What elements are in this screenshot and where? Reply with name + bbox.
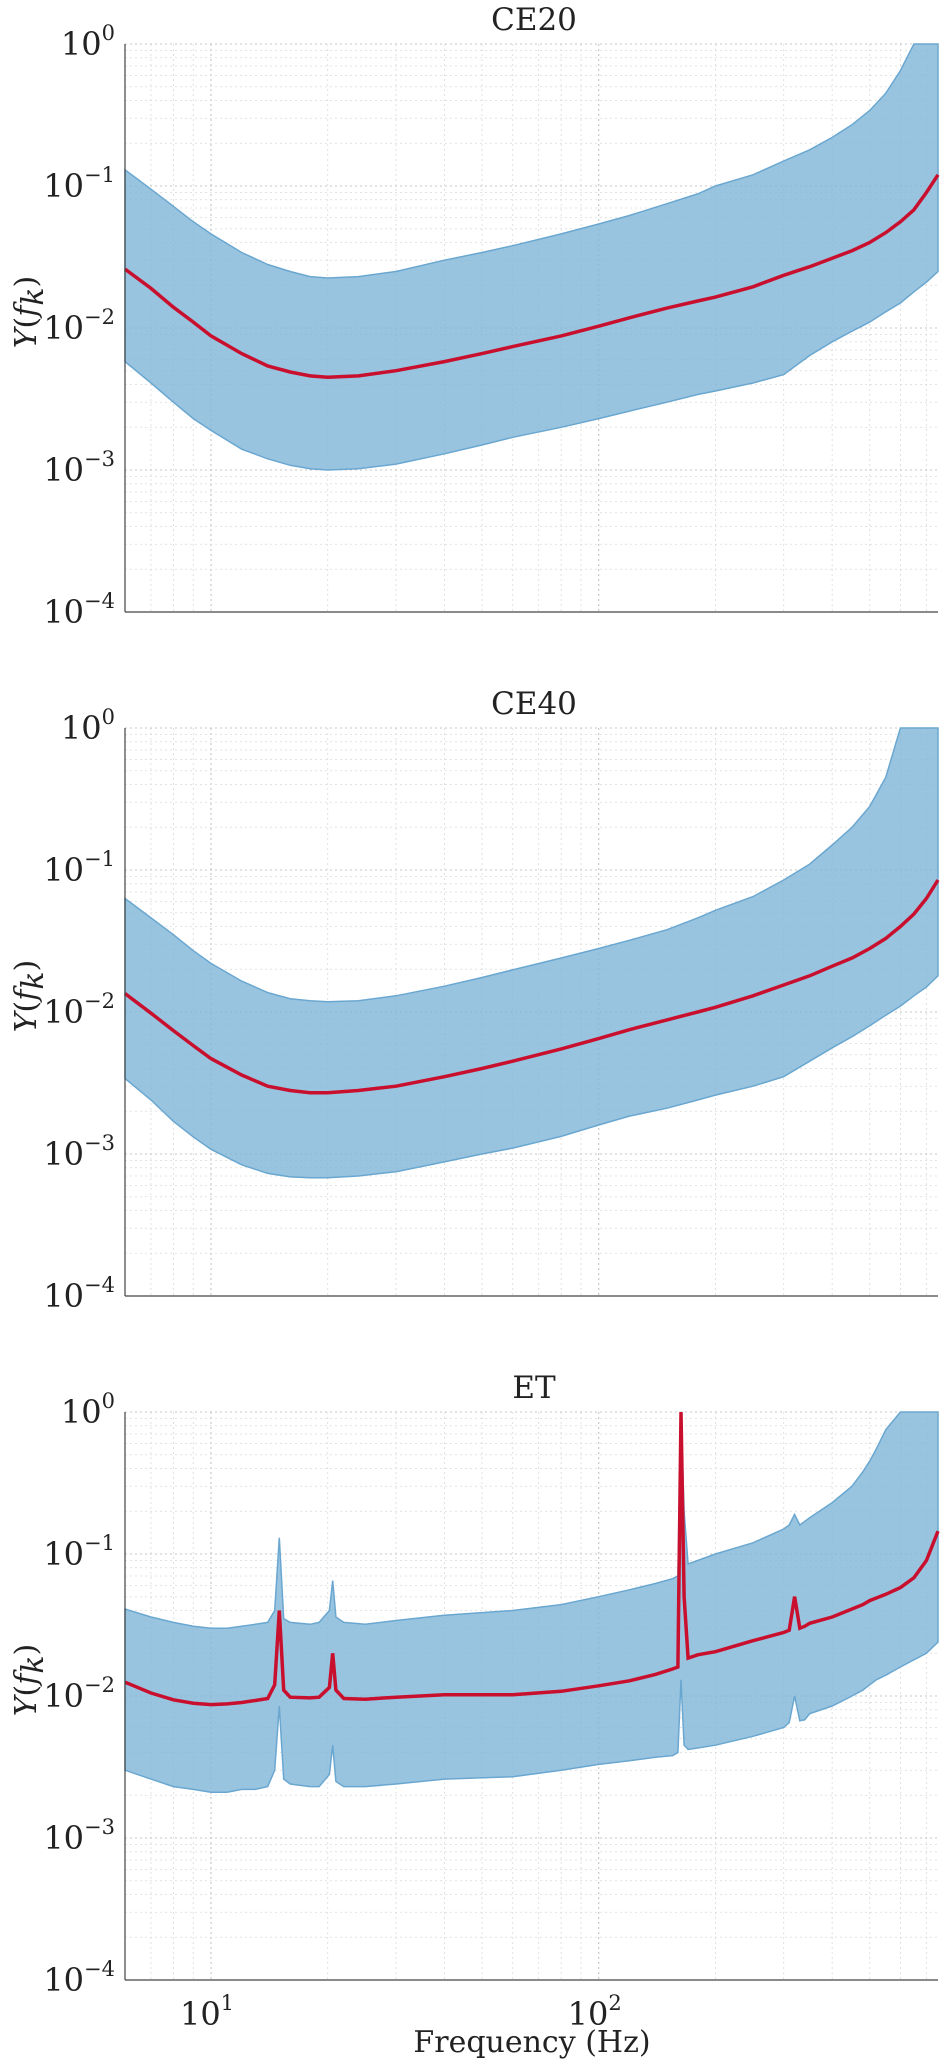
y-tick-label: 10−4 bbox=[43, 589, 115, 631]
y-ticks-et: 10−4 10−3 10−2 10−1 100 bbox=[43, 1389, 115, 1999]
median-line-et bbox=[124, 1411, 940, 1707]
svg-text:Y(fk): Y(fk) bbox=[9, 1644, 51, 1717]
y-tick-label: 100 bbox=[61, 1389, 115, 1431]
y-tick-label: 10−1 bbox=[43, 1531, 115, 1573]
svg-text:Y(fk): Y(fk) bbox=[9, 276, 51, 349]
y-axis-label-et: Y(fk) bbox=[9, 1644, 51, 1717]
y-tick-label: 10−2 bbox=[43, 989, 115, 1031]
x-axis-label: Frequency (Hz) bbox=[413, 2025, 650, 2060]
y-tick-label: 10−2 bbox=[43, 305, 115, 347]
y-tick-label: 10−1 bbox=[43, 163, 115, 205]
panel-title-et: ET bbox=[512, 1370, 556, 1406]
median-line-ce40 bbox=[123, 879, 940, 1095]
y-tick-label: 10−3 bbox=[43, 1815, 115, 1857]
x-ticks-et: 101 102 bbox=[180, 1991, 622, 2033]
y-tick-label: 100 bbox=[61, 21, 115, 63]
panel-ce40: CE40 Y(fk) 10−4 10−3 10−2 10−1 100 bbox=[9, 686, 940, 1315]
svg-text:Y(fk): Y(fk) bbox=[9, 960, 51, 1033]
panel-title-ce40: CE40 bbox=[491, 686, 577, 722]
y-tick-label: 10−3 bbox=[43, 1131, 115, 1173]
y-axis-label-ce20: Y(fk) bbox=[9, 276, 51, 349]
band-et bbox=[124, 1411, 939, 1793]
y-ticks-ce40: 10−4 10−3 10−2 10−1 100 bbox=[43, 705, 115, 1315]
panel-et: ET Y(fk) 10−4 10−3 10−2 10−1 100 101 102 Freq… bbox=[9, 1370, 940, 2060]
y-tick-label: 10−2 bbox=[43, 1673, 115, 1715]
y-tick-label: 10−4 bbox=[43, 1957, 115, 1999]
y-ticks-ce20: 10−4 10−3 10−2 10−1 100 bbox=[43, 21, 115, 631]
y-tick-label: 10−1 bbox=[43, 847, 115, 889]
y-tick-label: 100 bbox=[61, 705, 115, 747]
panel-title-ce20: CE20 bbox=[491, 2, 577, 38]
y-tick-label: 10−4 bbox=[43, 1273, 115, 1315]
x-tick-label: 102 bbox=[568, 1991, 622, 2033]
panel-ce20: CE20 Y(fk) 10−4 10−3 10−2 10−1 100 bbox=[9, 2, 940, 631]
median-line-ce20 bbox=[123, 173, 940, 379]
y-tick-label: 10−3 bbox=[43, 447, 115, 489]
band-ce40 bbox=[124, 727, 939, 1179]
x-tick-label: 101 bbox=[180, 1991, 234, 2033]
y-axis-label-ce40: Y(fk) bbox=[9, 960, 51, 1033]
band-ce20 bbox=[124, 43, 939, 471]
